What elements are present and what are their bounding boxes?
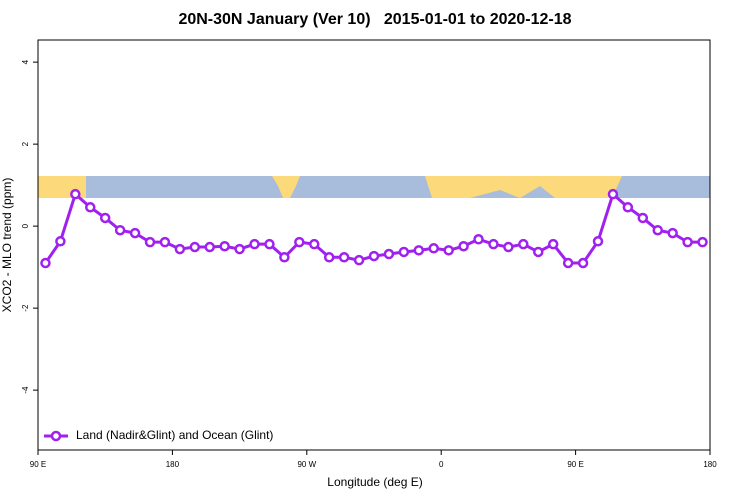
- data-point: [129, 227, 141, 239]
- data-point: [99, 212, 111, 224]
- y-tick-label: 2: [21, 141, 30, 146]
- data-point: [607, 188, 619, 200]
- data-point: [249, 238, 260, 250]
- data-point: [518, 238, 529, 250]
- data-point: [144, 236, 156, 248]
- data-point: [204, 241, 215, 253]
- data-point: [323, 252, 335, 263]
- plot-frame: [37, 39, 711, 451]
- data-point: [682, 236, 693, 248]
- x-tick-label: 180: [166, 460, 180, 469]
- data-point: [562, 257, 574, 269]
- x-tick-label: 90 E: [30, 460, 46, 469]
- data-point: [577, 257, 589, 269]
- x-tick-label: 90 E: [567, 460, 583, 469]
- chart-title: 20N-30N January (Ver 10) 2015-01-01 to 2…: [178, 11, 571, 28]
- data-point: [338, 252, 350, 263]
- data-point: [219, 240, 230, 252]
- data-point: [667, 227, 678, 239]
- data-point: [413, 245, 425, 256]
- data-point: [428, 243, 439, 254]
- data-point: [189, 241, 201, 253]
- data-point: [398, 246, 410, 258]
- data-point: [264, 238, 275, 250]
- data-point: [503, 241, 514, 253]
- data-point: [458, 240, 469, 252]
- x-axis-label: Longitude (deg E): [327, 475, 422, 489]
- data-point: [488, 238, 499, 250]
- data-point: [592, 236, 604, 247]
- data-point: [473, 234, 484, 245]
- data-point: [40, 257, 51, 269]
- data-point: [85, 202, 96, 213]
- data-point: [637, 212, 649, 224]
- x-tick-label: 90 W: [297, 460, 316, 469]
- data-point: [294, 236, 305, 248]
- data-point: [533, 246, 544, 258]
- data-point: [234, 243, 245, 255]
- data-point: [368, 250, 380, 262]
- map-strip: [38, 176, 710, 198]
- data-point: [443, 245, 454, 256]
- data-point: [114, 224, 126, 236]
- y-tick-label: 4: [21, 59, 30, 64]
- data-point: [55, 236, 66, 247]
- x-tick-label: 180: [703, 460, 717, 469]
- data-point: [547, 238, 559, 250]
- legend-label: Land (Nadir&Glint) and Ocean (Glint): [76, 428, 273, 442]
- x-tick-label: 0: [439, 460, 444, 469]
- data-point: [652, 224, 663, 236]
- legend-marker: [50, 430, 62, 442]
- data-point: [622, 202, 634, 213]
- y-tick-label: -2: [21, 304, 30, 312]
- data-point: [353, 254, 365, 266]
- data-point: [309, 238, 320, 250]
- data-point: [159, 236, 171, 248]
- data-point: [70, 188, 81, 200]
- y-tick-label: 0: [21, 223, 30, 228]
- y-tick-label: -4: [21, 386, 30, 394]
- y-axis-label: XCO2 - MLO trend (ppm): [0, 178, 14, 313]
- data-point: [697, 236, 708, 248]
- data-point: [383, 248, 395, 260]
- data-point: [174, 243, 186, 255]
- data-point: [279, 252, 290, 263]
